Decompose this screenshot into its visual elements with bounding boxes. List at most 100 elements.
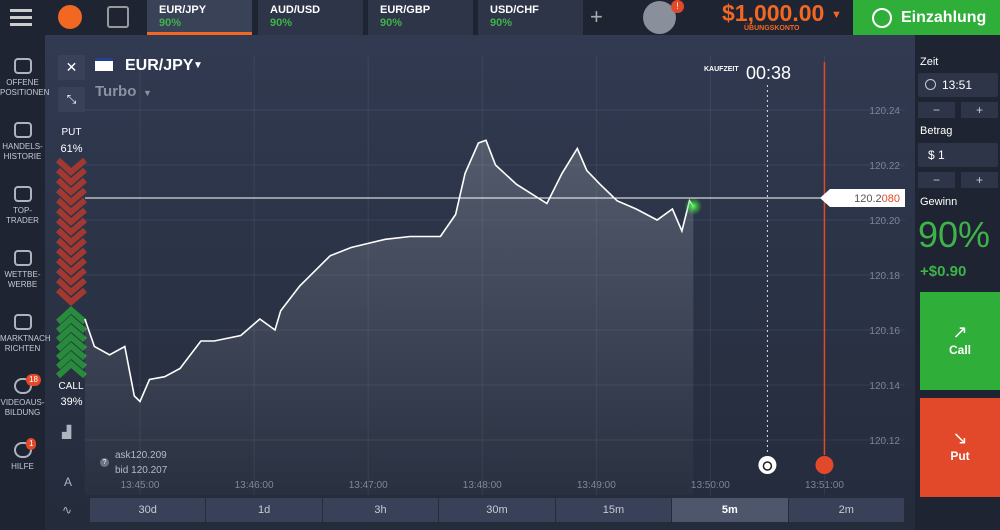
tab-payout: 90% xyxy=(380,17,403,29)
nav-label: WETTBE- xyxy=(4,270,41,279)
call-chevron xyxy=(55,350,87,370)
timeframe-option[interactable]: 2m xyxy=(788,498,904,522)
call-share: 39% xyxy=(60,396,83,408)
timeframe-option[interactable]: 15m xyxy=(555,498,672,522)
flag xyxy=(95,58,113,71)
logo[interactable] xyxy=(58,5,82,29)
put-chevron xyxy=(55,227,87,247)
close-button[interactable]: ✕ xyxy=(58,55,85,80)
y-tick-label: 120.22 xyxy=(869,161,900,172)
help-icon[interactable]: ? xyxy=(100,458,109,467)
chart-type-button[interactable]: ▟ xyxy=(62,425,72,439)
nav-label: TRADER xyxy=(6,216,39,225)
tab-asset: USD/CHF xyxy=(490,4,539,16)
put-chevron xyxy=(55,197,87,217)
call-button-label: Call xyxy=(948,343,971,357)
asset-arrow[interactable]: ▼ xyxy=(193,60,203,71)
stopwatch-icon xyxy=(758,456,777,474)
put-chevron xyxy=(55,257,87,277)
timeframe-option[interactable]: 3h xyxy=(322,498,439,522)
current-point-glow xyxy=(684,197,703,216)
ask: ask120.209 xyxy=(115,450,167,461)
nav-item[interactable]: WETTBE- WERBE xyxy=(0,250,45,290)
grid-button[interactable] xyxy=(107,6,129,28)
menu-button[interactable] xyxy=(10,9,32,12)
put-chevron xyxy=(55,247,87,267)
nav-label: WERBE xyxy=(7,280,38,289)
alert-badge: ! xyxy=(671,0,684,13)
deposit-icon xyxy=(872,8,892,28)
asset-tab[interactable]: EUR/GBP 90% xyxy=(368,0,473,35)
timeframe-option[interactable]: 5m xyxy=(672,498,788,522)
x-tick-label: 13:51:00 xyxy=(805,480,844,491)
tab-asset: EUR/JPY xyxy=(159,4,207,16)
asset-tab[interactable]: EUR/JPY 90% xyxy=(147,0,252,35)
y-tick-label: 120.18 xyxy=(869,271,900,282)
amount-plus[interactable]: + xyxy=(961,172,998,188)
asset-name[interactable]: EUR/JPY xyxy=(125,57,194,74)
nav-label: VIDEOAUS- xyxy=(0,398,45,407)
nav-item[interactable]: OFFENE POSITIONEN xyxy=(0,58,50,98)
call-button[interactable]: ↗ Call xyxy=(920,292,1000,390)
timeframe-option[interactable]: 1d xyxy=(206,498,322,522)
put-chevron xyxy=(55,267,87,287)
profit: +$0.90 xyxy=(920,263,967,280)
ask-label: ask xyxy=(115,450,131,461)
put-chevron xyxy=(55,207,87,227)
nav-item[interactable]: VIDEOAUS- BILDUNG 18 xyxy=(0,374,45,418)
mode[interactable]: Turbo xyxy=(95,83,137,100)
put-share: 61% xyxy=(60,143,83,155)
nav-item[interactable]: HANDELS- HISTORIE xyxy=(0,122,45,162)
nav-label: HANDELS- xyxy=(2,142,43,151)
y-tick-label: 120.12 xyxy=(869,436,900,447)
nav-item[interactable]: MARKTNACH RICHTEN xyxy=(0,314,51,354)
badge: 1 xyxy=(26,438,37,450)
countdown-label: KAUFZEIT xyxy=(704,66,739,73)
asset-tab[interactable]: AUD/USD 90% xyxy=(258,0,363,35)
put-chevron xyxy=(55,217,87,237)
nav-label: POSITIONEN xyxy=(0,88,50,97)
timeframe-option[interactable]: 30m xyxy=(439,498,555,522)
put-chevron xyxy=(55,187,87,207)
price-line xyxy=(84,139,694,403)
nav-item[interactable]: HILFE 1 xyxy=(0,438,45,472)
call-chevron xyxy=(55,323,87,343)
time-minus[interactable]: − xyxy=(918,102,955,118)
nav-item[interactable]: TOP- TRADER xyxy=(0,186,45,226)
mode-arrow[interactable]: ▼ xyxy=(143,88,152,98)
put-chevron xyxy=(55,277,87,297)
amount-input[interactable]: $ 1 xyxy=(918,143,998,167)
tab-payout: 90% xyxy=(490,17,513,29)
balance[interactable]: $1,000.00 xyxy=(722,0,825,26)
y-tick-label: 120.24 xyxy=(869,106,900,117)
nav-label: MARKTNACH xyxy=(0,334,51,343)
add-tab[interactable]: + xyxy=(590,4,603,29)
collapse-button[interactable]: ⤡ xyxy=(58,87,85,112)
area xyxy=(84,140,694,496)
nav-label: OFFENE xyxy=(6,78,39,87)
time-label: Zeit xyxy=(920,56,939,68)
amount-minus[interactable]: − xyxy=(918,172,955,188)
call-chevron xyxy=(55,332,87,352)
expiration-icon xyxy=(815,456,834,474)
put-button[interactable]: ↘ Put xyxy=(920,398,1000,497)
indicator-button[interactable]: ∿ xyxy=(62,503,73,517)
y-tick-label: 120.16 xyxy=(869,326,900,337)
draw-button[interactable]: A xyxy=(64,475,73,489)
bid: bid 120.207 xyxy=(115,465,167,476)
timeframe-option[interactable]: 30d xyxy=(90,498,206,522)
tab-payout: 90% xyxy=(270,17,293,29)
time-plus[interactable]: + xyxy=(961,102,998,118)
balance-arrow[interactable]: ▼ xyxy=(831,9,842,21)
put-chevron xyxy=(55,177,87,197)
y-tick-label: 120.14 xyxy=(869,381,900,392)
call-label: CALL xyxy=(58,381,84,392)
asset-tab[interactable]: USD/CHF 90% xyxy=(478,0,583,35)
put-chevron xyxy=(55,167,87,187)
price-tag-label: 120.2080 xyxy=(854,193,900,205)
clock-icon xyxy=(925,79,936,90)
profit-rate: 90% xyxy=(918,214,991,255)
avatar[interactable] xyxy=(643,1,676,34)
call-chevron xyxy=(55,341,87,361)
